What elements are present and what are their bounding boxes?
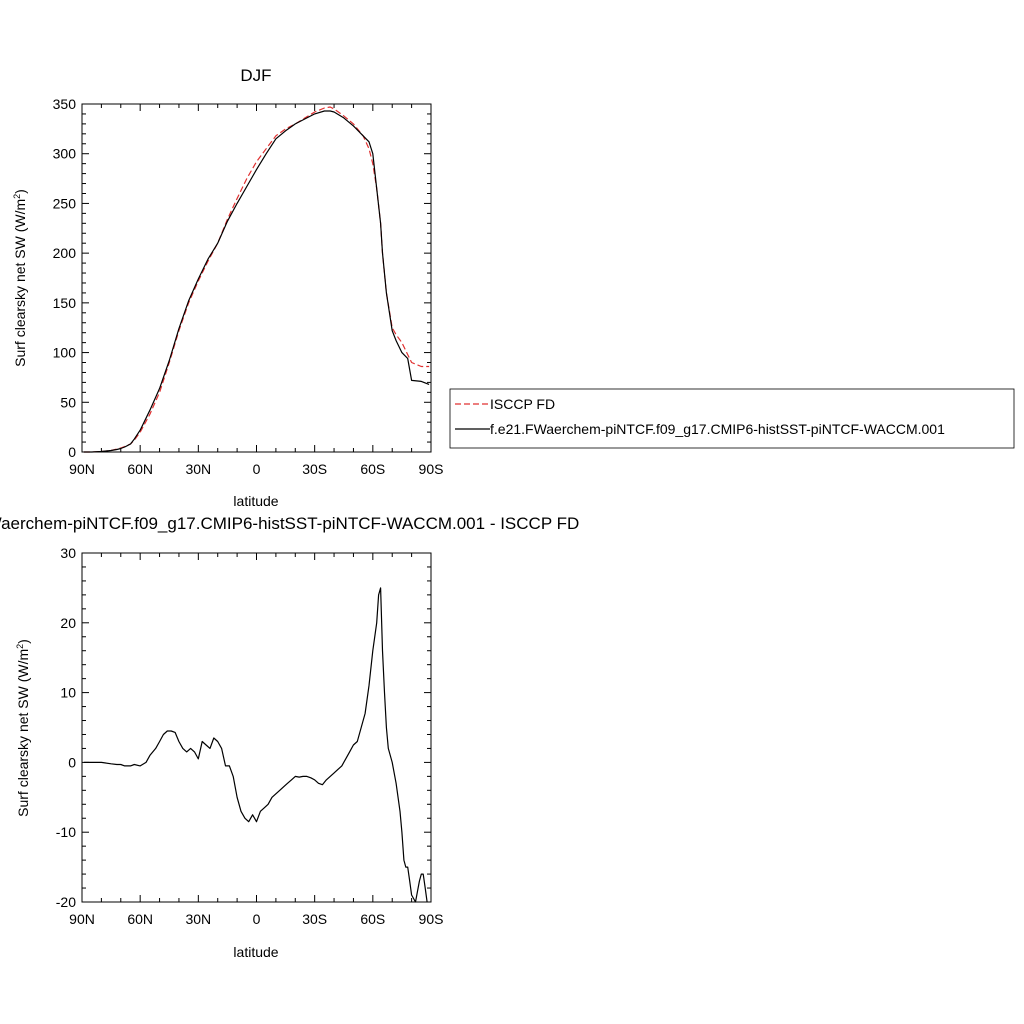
panel-top-series [83, 106, 430, 453]
panel-top-x-axis-title: latitude [233, 493, 278, 509]
legend-label-isccp: ISCCP FD [490, 396, 555, 412]
top-x-tick-label: 30N [185, 461, 211, 477]
panel-bottom-frame [81, 552, 432, 903]
top-series-line-1 [83, 110, 430, 453]
bottom-y-tick-label: 10 [60, 685, 76, 701]
panel-bottom-series [83, 587, 428, 903]
top-x-tick-label: 0 [253, 461, 261, 477]
legend-box [449, 388, 1015, 449]
bottom-x-tick-label: 30S [302, 911, 327, 927]
top-y-tick-label: 50 [60, 394, 76, 410]
bottom-x-tick-label: 0 [253, 911, 261, 927]
top-x-tick-label: 60S [360, 461, 385, 477]
top-y-tick-label: 200 [53, 245, 77, 261]
panel-top-ticks: 90N 60N 30N 0 30S 60S 90S 0 50 100 150 200 250 300 350 [53, 96, 444, 477]
panel-top-y-axis-title: Surf clearsky net SW (W/m2) [12, 189, 28, 367]
top-y-tick-label: 100 [53, 345, 77, 361]
panel-top-frame [81, 103, 432, 453]
bottom-y-tick-label: 0 [68, 754, 76, 770]
bottom-x-tick-label: 90S [419, 911, 444, 927]
panel-bottom-ticks: 90N 60N 30N 0 30S 60S 90S -20 -10 0 10 20 30 [56, 545, 444, 927]
bottom-y-tick-label: 30 [60, 545, 76, 561]
panel-bottom-y-axis-title: Surf clearsky net SW (W/m2) [15, 639, 31, 817]
top-x-tick-label: 30S [302, 461, 327, 477]
top-y-tick-label: 300 [53, 146, 77, 162]
legend: ISCCP FD f.e21.FWaerchem-piNTCF.f09_g17.… [449, 388, 1015, 449]
panel-top: DJF 90N 60N 30N 0 30S 60S 90S 0 50 100 150 200 250 30… [12, 66, 443, 509]
bottom-x-tick-label: 60N [127, 911, 153, 927]
top-x-tick-label: 90S [419, 461, 444, 477]
top-x-tick-label: 90N [69, 461, 95, 477]
legend-label-model: f.e21.FWaerchem-piNTCF.f09_g17.CMIP6-his… [490, 421, 945, 437]
bottom-x-tick-label: 60S [360, 911, 385, 927]
panel-top-title: DJF [240, 66, 271, 85]
bottom-y-tick-label: -20 [56, 894, 76, 910]
top-x-tick-label: 60N [127, 461, 153, 477]
top-y-tick-label: 350 [53, 96, 77, 112]
top-y-tick-label: 150 [53, 295, 77, 311]
bottom-y-tick-label: 20 [60, 615, 76, 631]
bottom-series-line-0 [83, 587, 428, 903]
top-y-tick-label: 250 [53, 195, 77, 211]
bottom-y-tick-label: -10 [56, 824, 76, 840]
top-series-line-0 [83, 106, 430, 453]
top-y-tick-label: 0 [68, 444, 76, 460]
panel-bottom-title: f.e21.FWaerchem-piNTCF.f09_g17.CMIP6-his… [0, 514, 579, 533]
panel-bottom-x-axis-title: latitude [233, 944, 278, 960]
panel-bottom: f.e21.FWaerchem-piNTCF.f09_g17.CMIP6-his… [0, 514, 579, 960]
bottom-x-tick-label: 90N [69, 911, 95, 927]
bottom-x-tick-label: 30N [185, 911, 211, 927]
